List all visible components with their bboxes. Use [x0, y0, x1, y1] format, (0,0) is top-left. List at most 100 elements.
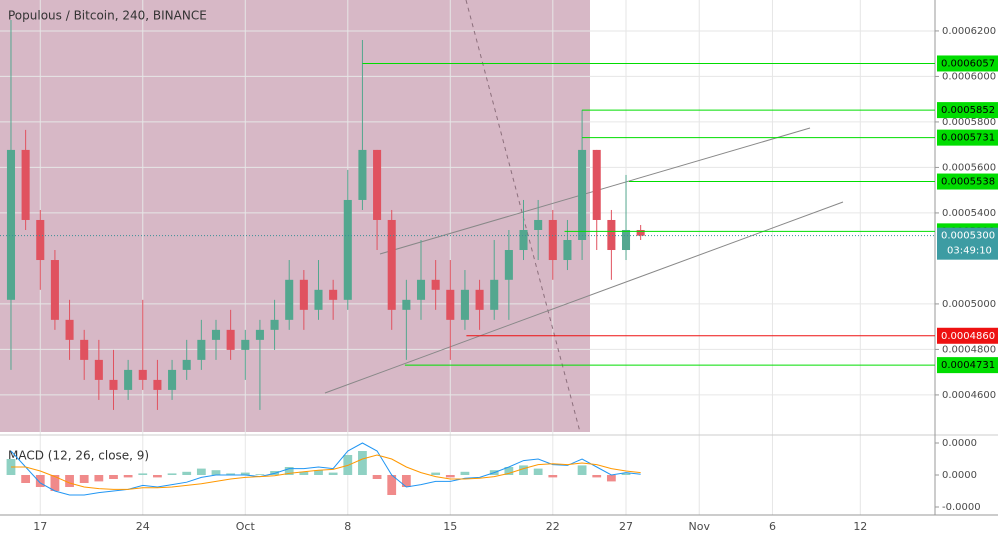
candle-body [446, 289, 455, 320]
level-label: 0.0005731 [941, 133, 995, 144]
x-tick-label: 27 [619, 520, 633, 533]
macd-histogram-bar [255, 474, 265, 475]
level-label: 0.0004860 [941, 331, 995, 342]
macd-tick-label: 0.0000 [942, 470, 977, 481]
y-tick-label: 0.0005600 [942, 162, 996, 173]
y-tick-label: 0.0005400 [942, 208, 996, 219]
macd-histogram-bar [211, 470, 221, 475]
macd-histogram-bar [79, 475, 89, 483]
candle-body [329, 289, 338, 300]
macd-histogram-bar [240, 472, 250, 475]
macd-histogram-bar [460, 471, 470, 475]
macd-histogram-bar [504, 467, 514, 475]
macd-histogram-bar [328, 472, 338, 475]
candle-body [416, 279, 426, 300]
candle-body [270, 319, 279, 330]
level-label-bg [937, 55, 998, 72]
level-label-bg [937, 357, 998, 374]
macd-histogram-bar [592, 475, 602, 478]
y-tick-label: 0.0004800 [942, 344, 996, 355]
level-label-bg [937, 173, 998, 190]
x-tick-label: 8 [344, 520, 351, 533]
candle-body [387, 219, 396, 310]
candle-body [109, 379, 118, 390]
candle-body [373, 149, 382, 220]
macd-histogram-bar [65, 475, 74, 487]
candle-body [80, 339, 89, 360]
countdown: 03:49:10 [947, 246, 992, 257]
macd-histogram-bar [606, 475, 616, 482]
y-tick-label: 0.0006000 [942, 71, 996, 82]
candle-body [182, 359, 191, 370]
x-tick-label: 17 [33, 520, 47, 533]
level-label-bg [937, 102, 998, 119]
candle-body [226, 329, 235, 350]
macd-histogram-bar [431, 472, 441, 475]
candle-body [519, 229, 528, 251]
candle-body [65, 319, 74, 340]
candle-body [621, 229, 631, 251]
macd-histogram-bar [35, 475, 45, 487]
macd-histogram-bar [372, 475, 382, 479]
macd-histogram-bar [401, 475, 411, 487]
candle-body [94, 359, 103, 380]
candle-body [314, 289, 323, 310]
macd-tick-label: -0.0000 [942, 502, 981, 513]
candle-body [255, 329, 264, 340]
last-price-label: 0.0005300 [941, 231, 995, 242]
candle-body [168, 369, 177, 390]
macd-histogram-bar [153, 475, 162, 478]
candle-body [592, 149, 601, 220]
candle-body [50, 260, 59, 320]
macd-histogram-bar [299, 471, 309, 475]
level-label: 0.0005852 [941, 105, 995, 116]
macd-title: MACD (12, 26, close, 9) [8, 449, 149, 463]
shaded-zone [0, 0, 590, 432]
candle-body [197, 339, 206, 360]
channel-lower [324, 201, 844, 394]
macd-histogram-bar [182, 471, 192, 475]
x-tick-label: 12 [853, 520, 867, 533]
macd-tick-label: 0.0000 [942, 438, 977, 449]
candle-body [138, 369, 147, 380]
candle-body [490, 279, 499, 310]
candle-body [241, 339, 250, 350]
candle-body [285, 279, 294, 320]
x-tick-label: 15 [443, 520, 457, 533]
macd-histogram-bar [445, 475, 455, 478]
macd-histogram-bar [358, 451, 367, 475]
candle-body [402, 299, 411, 310]
macd-histogram-bar [94, 475, 104, 482]
candle-body [563, 240, 572, 261]
candle-body [21, 149, 30, 220]
y-tick-label: 0.0004600 [942, 390, 996, 401]
macd-histogram-bar [577, 465, 587, 475]
level-label-bg [937, 129, 998, 146]
x-tick-label: 24 [136, 520, 150, 533]
candle-body [431, 279, 440, 290]
macd-histogram-bar [226, 473, 236, 475]
macd-histogram-bar [21, 475, 31, 483]
candle-body [475, 289, 484, 310]
candle-body [343, 199, 352, 300]
chart-title: Populous / Bitcoin, 240, BINANCE [8, 9, 207, 23]
macd-histogram-bar [548, 475, 558, 478]
level-label: 0.0005538 [941, 177, 995, 188]
macd-line [10, 442, 641, 496]
macd-histogram-bar [387, 475, 397, 495]
level-label: 0.0006057 [941, 58, 995, 69]
dashed-trendline [465, 0, 581, 433]
macd-line [10, 454, 641, 490]
macd-histogram-bar [621, 473, 631, 475]
macd-histogram-bar [314, 470, 323, 475]
macd-histogram-bar [109, 475, 118, 479]
macd-histogram-bar [123, 475, 133, 478]
level-label: 0.0004731 [941, 360, 995, 371]
candle-body [36, 219, 45, 261]
candle-body [504, 250, 513, 280]
macd-histogram-bar [50, 475, 60, 491]
candle-body [548, 219, 557, 261]
x-tick-label: 22 [546, 520, 560, 533]
candle-body [358, 149, 367, 200]
